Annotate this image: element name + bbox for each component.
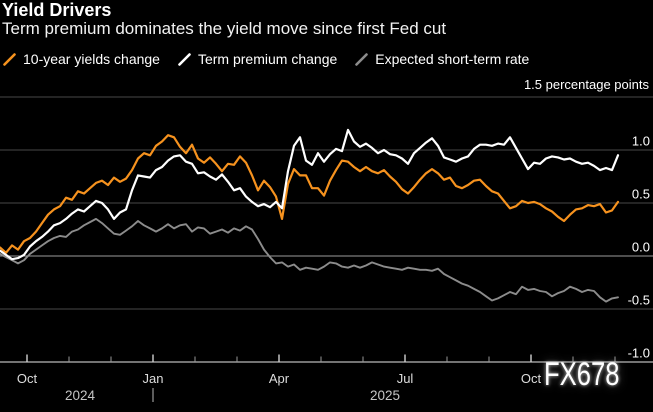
year-label: 2025: [370, 388, 400, 403]
x-tick-label: Jul: [397, 371, 414, 386]
legend-label: Expected short-term rate: [375, 51, 530, 67]
white-slash-icon: [178, 52, 191, 66]
y-tick-label: -1.0: [628, 346, 650, 361]
x-tick-label: Oct: [17, 371, 38, 386]
legend-label: Term premium change: [197, 51, 338, 67]
orange-slash-icon: [3, 52, 16, 66]
legend: 10-year yields change Term premium chang…: [3, 51, 529, 67]
gray-slash-icon: [355, 52, 369, 66]
y-axis-unit-label: 1.5 percentage points: [523, 77, 649, 92]
legend-item-10-year-yields: 10-year yields change: [3, 51, 160, 67]
legend-item-term-premium: Term premium change: [178, 51, 337, 67]
series-line-expected-short-term-rate: [0, 217, 619, 303]
y-tick-label: 1.0: [632, 134, 650, 149]
legend-item-expected-short-term-rate: Expected short-term rate: [355, 51, 529, 67]
y-tick-label: -0.5: [628, 293, 650, 308]
legend-label: 10-year yields change: [23, 51, 160, 67]
x-tick-label: Jan: [143, 371, 164, 386]
chart-subtitle: Term premium dominates the yield move si…: [2, 19, 447, 38]
x-tick-label: Apr: [269, 371, 290, 386]
year-label: 2024: [65, 388, 96, 403]
x-tick-label: Oct: [521, 371, 542, 386]
watermark: FX678: [544, 356, 620, 392]
series-line-term-premium-change: [0, 128, 620, 261]
chart-title: Yield Drivers: [2, 0, 112, 20]
y-tick-label: 0.0: [632, 240, 650, 255]
series-line-10-year-yields-change: [0, 134, 620, 254]
y-tick-label: 0.5: [632, 187, 650, 202]
